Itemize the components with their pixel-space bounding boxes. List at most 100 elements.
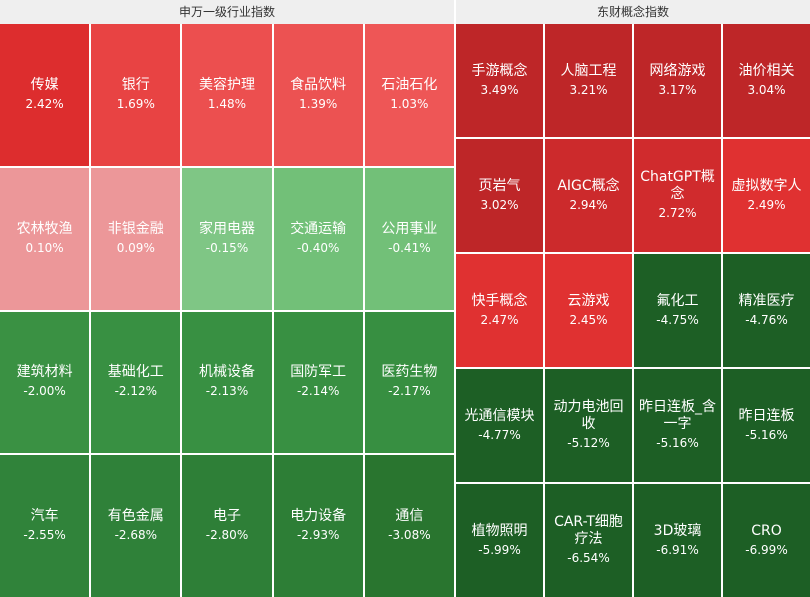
heatmap-tile[interactable]: 通信 -3.08%	[364, 455, 454, 597]
heatmap-tile[interactable]: 云游戏 2.45%	[545, 254, 632, 367]
heatmap-tile[interactable]: 汽车 -2.55%	[0, 455, 90, 597]
tile-name: 通信	[395, 508, 424, 525]
heatmap-tile[interactable]: 传媒 2.42%	[0, 24, 90, 166]
heatmap-tile[interactable]: 农林牧渔 0.10%	[0, 167, 90, 310]
heatmap-tile[interactable]: 石油石化 1.03%	[364, 24, 454, 166]
heatmap-tile[interactable]: 非银金融 0.09%	[91, 167, 181, 310]
tile-change-percent: -3.08%	[388, 528, 431, 543]
heatmap-tile[interactable]: 电子 -2.80%	[182, 455, 272, 597]
heatmap-tile[interactable]: CRO -6.99%	[723, 484, 810, 597]
heatmap-tile[interactable]: 植物照明 -5.99%	[456, 484, 543, 597]
tile-change-percent: -5.99%	[478, 542, 521, 557]
heatmap-tile[interactable]: 人脑工程 3.21%	[545, 24, 632, 137]
tile-change-percent: 3.49%	[480, 82, 519, 97]
heatmap-tile[interactable]: 机械设备 -2.13%	[182, 311, 272, 454]
industry-index-panel: 申万一级行业指数 传媒 2.42% 银行 1.69% 美容护理 1.48% 食品饮料 1.39…	[0, 0, 454, 597]
tile-change-percent: 2.45%	[569, 312, 608, 327]
tile-name: 3D玻璃	[653, 522, 702, 539]
tile-change-percent: -5.16%	[656, 436, 699, 450]
heatmap-tile[interactable]: 银行 1.69%	[91, 24, 181, 166]
heatmap-tile[interactable]: 交通运输 -0.40%	[273, 167, 363, 310]
tile-change-percent: -2.00%	[23, 384, 66, 399]
tile-change-percent: 1.69%	[116, 96, 155, 111]
tile-change-percent: -6.99%	[745, 542, 788, 557]
tile-name: 食品饮料	[290, 76, 347, 93]
tile-change-percent: 3.17%	[658, 82, 697, 97]
tile-name: 家用电器	[198, 220, 255, 237]
concept-heatmap: 手游概念 3.49% 人脑工程 3.21% 网络游戏 3.17% 油价相关 3.04% 页岩气 3…	[456, 24, 810, 597]
heatmap-tile[interactable]: 精准医疗 -4.76%	[723, 254, 810, 367]
heatmap-tile[interactable]: 虚拟数字人 2.49%	[723, 139, 810, 252]
tile-name: 虚拟数字人	[731, 177, 802, 194]
heatmap-tile[interactable]: 美容护理 1.48%	[182, 24, 272, 166]
tile-name: 昨日连板	[738, 407, 795, 424]
tile-name: 网络游戏	[649, 62, 706, 79]
tile-name: 农林牧渔	[16, 220, 73, 237]
heatmap-tile[interactable]: 电力设备 -2.93%	[273, 455, 363, 597]
tile-change-percent: 2.42%	[25, 96, 64, 111]
heatmap-tile[interactable]: 光通信模块 -4.77%	[456, 369, 543, 482]
tile-change-percent: -2.93%	[296, 528, 340, 543]
heatmap-tile[interactable]: 3D玻璃 -6.91%	[634, 484, 721, 597]
heatmap-tile[interactable]: 食品饮料 1.39%	[273, 24, 363, 166]
tile-change-percent: 1.48%	[207, 96, 247, 111]
tile-name: AIGC概念	[557, 177, 620, 194]
tile-change-percent: -2.13%	[205, 384, 249, 399]
tile-name: 交通运输	[290, 220, 347, 237]
heatmap-tile[interactable]: ChatGPT概念 2.72%	[634, 139, 721, 252]
heatmap-tile[interactable]: 家用电器 -0.15%	[182, 167, 272, 310]
heatmap-tile[interactable]: 国防军工 -2.14%	[273, 311, 363, 454]
tile-name: 有色金属	[107, 508, 164, 525]
heatmap-tile[interactable]: 页岩气 3.02%	[456, 139, 543, 252]
tile-name: 国防军工	[290, 364, 347, 381]
tile-change-percent: -2.80%	[205, 528, 249, 543]
tile-change-percent: 1.03%	[390, 96, 429, 111]
tile-change-percent: -4.76%	[745, 312, 788, 327]
tile-change-percent: -6.54%	[567, 551, 610, 565]
heatmap-tile[interactable]: 公用事业 -0.41%	[364, 167, 454, 310]
tile-change-percent: 0.09%	[116, 240, 155, 255]
heatmap-tile[interactable]: 手游概念 3.49%	[456, 24, 543, 137]
heatmap-tile[interactable]: 昨日连板 -5.16%	[723, 369, 810, 482]
tile-change-percent: -4.75%	[656, 312, 699, 327]
tile-change-percent: 2.72%	[658, 206, 697, 220]
tile-name: 公用事业	[381, 220, 438, 237]
heatmap-tile[interactable]: 医药生物 -2.17%	[364, 311, 454, 454]
industry-heatmap: 传媒 2.42% 银行 1.69% 美容护理 1.48% 食品饮料 1.39% 石油石化 1.03…	[0, 24, 454, 597]
heatmap-tile[interactable]: 动力电池回收 -5.12%	[545, 369, 632, 482]
tile-change-percent: 3.02%	[480, 197, 519, 212]
heatmap-tile[interactable]: 油价相关 3.04%	[723, 24, 810, 137]
heatmap-tile[interactable]: CAR-T细胞疗法 -6.54%	[545, 484, 632, 597]
tile-change-percent: -5.12%	[567, 436, 610, 450]
tile-name: 昨日连板_含一字	[639, 399, 716, 432]
industry-panel-title: 申万一级行业指数	[0, 0, 454, 24]
tile-name: 油价相关	[738, 62, 795, 79]
heatmap-tile[interactable]: 建筑材料 -2.00%	[0, 311, 90, 454]
tile-name: 人脑工程	[560, 62, 617, 79]
tile-change-percent: -5.16%	[745, 427, 788, 442]
tile-name: 机械设备	[198, 364, 255, 381]
tile-name: CAR-T细胞疗法	[554, 514, 623, 547]
heatmap-tile[interactable]: AIGC概念 2.94%	[545, 139, 632, 252]
heatmap-tile[interactable]: 氟化工 -4.75%	[634, 254, 721, 367]
tile-name: 基础化工	[107, 364, 164, 381]
heatmap-tile[interactable]: 网络游戏 3.17%	[634, 24, 721, 137]
tile-name: 页岩气	[478, 177, 521, 194]
tile-change-percent: -2.55%	[23, 528, 66, 543]
tile-name: 精准医疗	[738, 292, 795, 309]
tile-name: CRO	[751, 522, 782, 539]
tile-change-percent: -2.17%	[388, 384, 431, 399]
concept-index-panel: 东财概念指数 手游概念 3.49% 人脑工程 3.21% 网络游戏 3.17% 油价相关 3.…	[456, 0, 810, 597]
heatmap-tile[interactable]: 有色金属 -2.68%	[91, 455, 181, 597]
heatmap-tile[interactable]: 昨日连板_含一字 -5.16%	[634, 369, 721, 482]
tile-change-percent: 1.39%	[299, 96, 338, 111]
tile-change-percent: -4.77%	[478, 427, 521, 442]
heatmap-tile[interactable]: 基础化工 -2.12%	[91, 311, 181, 454]
tile-name: 电子	[212, 508, 241, 525]
tile-change-percent: -2.68%	[114, 528, 158, 543]
tile-name: 汽车	[30, 508, 59, 525]
heatmap-tile[interactable]: 快手概念 2.47%	[456, 254, 543, 367]
tile-change-percent: -0.41%	[388, 240, 431, 255]
tile-name: 美容护理	[198, 76, 255, 93]
tile-name: 电力设备	[290, 508, 347, 525]
